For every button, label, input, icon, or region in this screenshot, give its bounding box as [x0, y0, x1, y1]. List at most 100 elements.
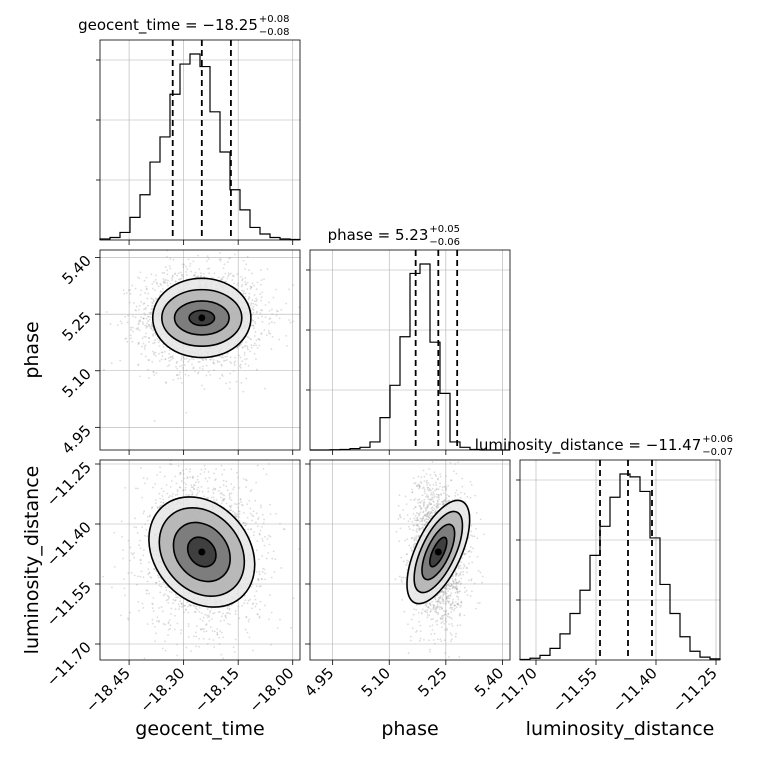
scatter-point: [176, 643, 179, 646]
scatter-point: [144, 332, 147, 335]
scatter-point: [212, 361, 215, 364]
scatter-point: [221, 473, 223, 476]
scatter-point: [137, 575, 139, 578]
scatter-point: [160, 358, 163, 361]
scatter-point: [257, 317, 260, 319]
scatter-point: [262, 567, 265, 570]
scatter-point: [255, 512, 258, 515]
scatter-point: [450, 640, 452, 643]
scatter-point: [421, 520, 423, 523]
scatter-point: [465, 589, 468, 592]
scatter-point: [255, 297, 258, 300]
scatter-point: [222, 657, 224, 660]
scatter-point: [151, 360, 154, 363]
scatter-point: [268, 332, 270, 334]
scatter-point: [246, 347, 249, 349]
scatter-point: [171, 356, 174, 359]
scatter-point: [244, 524, 247, 527]
scatter-point: [205, 374, 208, 377]
scatter-point: [215, 499, 218, 501]
scatter-point: [270, 611, 273, 614]
scatter-point: [136, 487, 139, 490]
scatter-point: [219, 620, 222, 622]
scatter-point: [208, 615, 211, 618]
scatter-point: [256, 613, 259, 615]
scatter-point: [397, 504, 400, 507]
scatter-point: [191, 494, 193, 496]
hist-bar: [380, 418, 390, 450]
scatter-point: [155, 281, 158, 284]
scatter-point: [203, 630, 206, 633]
scatter-point: [178, 373, 180, 376]
scatter-point: [222, 636, 224, 639]
scatter-point: [213, 630, 216, 633]
scatter-point: [156, 620, 158, 622]
scatter-point: [187, 360, 190, 363]
scatter-point: [200, 468, 203, 471]
scatter-point: [251, 324, 253, 327]
scatter-point: [266, 268, 269, 271]
scatter-point: [167, 628, 170, 631]
scatter-point: [445, 601, 447, 604]
scatter-point: [227, 272, 230, 275]
hist-bar: [190, 54, 200, 240]
scatter-point: [262, 522, 265, 524]
scatter-point: [260, 506, 262, 509]
scatter-point: [175, 596, 178, 599]
scatter-point: [249, 528, 252, 531]
scatter-point: [113, 566, 116, 568]
scatter-point: [226, 352, 229, 355]
scatter-point: [220, 615, 223, 618]
scatter-point: [207, 371, 210, 373]
scatter-point: [209, 373, 212, 376]
scatter-point: [179, 365, 182, 368]
scatter-point: [150, 327, 153, 329]
diag-panel-phase: [309, 249, 511, 451]
scatter-point: [413, 540, 416, 542]
histogram-luminosity_distance: [519, 473, 721, 661]
scatter-point: [253, 294, 256, 296]
scatter-point: [182, 489, 185, 491]
scatter-point: [189, 604, 192, 607]
scatter-point: [230, 492, 233, 495]
scatter-point: [425, 522, 427, 524]
scatter-point: [109, 323, 112, 325]
scatter-point: [137, 363, 140, 366]
scatter-point: [260, 279, 263, 281]
scatter-point: [201, 490, 204, 493]
scatter-point: [167, 365, 169, 368]
scatter-point: [264, 578, 266, 581]
scatter-point: [260, 332, 263, 335]
scatter-point: [233, 361, 236, 364]
scatter-point: [152, 486, 154, 489]
scatter-point: [198, 610, 201, 613]
scatter-point: [457, 581, 460, 584]
scatter-point: [200, 275, 203, 277]
scatter-point: [187, 611, 190, 614]
scatter-point: [289, 321, 292, 324]
scatter-point: [270, 348, 273, 351]
scatter-point: [145, 589, 148, 592]
scatter-point: [471, 535, 474, 538]
scatter-point: [229, 612, 231, 615]
scatter-point: [442, 594, 445, 597]
scatter-point: [176, 654, 179, 657]
scatter-point: [466, 458, 468, 460]
scatter-point: [178, 278, 180, 281]
scatter-point: [189, 262, 192, 265]
scatter-point: [238, 510, 241, 513]
scatter-point: [237, 605, 240, 608]
scatter-point: [211, 489, 214, 491]
scatter-point: [193, 274, 196, 277]
scatter-point: [236, 346, 239, 348]
scatter-point: [158, 621, 160, 623]
scatter-point: [159, 290, 162, 293]
scatter-point: [442, 503, 445, 506]
scatter-point: [135, 309, 138, 312]
scatter-point: [147, 573, 149, 576]
scatter-point: [122, 578, 125, 581]
scatter-point: [185, 357, 188, 360]
scatter-point: [222, 484, 225, 486]
scatter-point: [139, 562, 142, 565]
scatter-point: [152, 353, 155, 356]
